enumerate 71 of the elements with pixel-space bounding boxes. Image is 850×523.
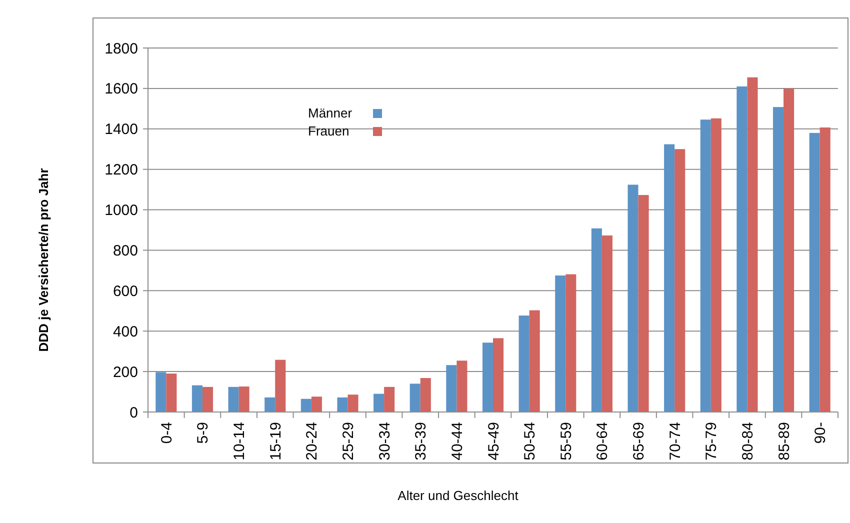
x-tick-label: 10-14: [231, 422, 248, 460]
bar: [772, 107, 784, 412]
x-tick-label: 90-: [812, 422, 830, 444]
y-tick-label: 1200: [104, 162, 138, 179]
bar: [348, 394, 358, 412]
x-tick-label: 60-64: [594, 422, 612, 460]
bar: [156, 372, 166, 412]
bar: [710, 118, 722, 412]
bar: [602, 235, 612, 412]
x-tick-label: 30-34: [376, 422, 394, 460]
y-tick-label: 200: [112, 364, 138, 381]
bar: [736, 86, 748, 412]
bar: [410, 384, 420, 412]
bar: [809, 132, 820, 412]
bar: [228, 386, 239, 412]
y-tick-label: 1000: [104, 202, 138, 220]
bar: [518, 316, 530, 412]
x-tick-label: 70-74: [666, 422, 684, 460]
bar: [384, 386, 395, 412]
bar: [555, 276, 566, 412]
legend-label: Männer: [308, 106, 353, 121]
bar: [664, 144, 675, 412]
bar: [420, 378, 431, 412]
bar: [456, 360, 468, 412]
bar: [337, 397, 348, 412]
bar: [784, 88, 794, 412]
bar: [238, 386, 250, 412]
x-tick-label: 85-89: [776, 422, 793, 460]
bar: [566, 274, 576, 412]
y-axis-title: DDD je Versicherte/n pro Jahr: [36, 168, 51, 352]
bar: [628, 184, 638, 412]
x-tick-label: 45-49: [485, 422, 502, 460]
x-tick-label: 20-24: [304, 422, 321, 460]
bar: [374, 394, 384, 412]
x-tick-label: 65-69: [630, 422, 648, 460]
x-tick-label: 50-54: [522, 422, 539, 460]
bar: [638, 195, 649, 412]
x-tick-label: 0-4: [158, 422, 176, 444]
bar: [820, 127, 830, 412]
x-tick-label: 35-39: [412, 422, 430, 460]
bar: [202, 386, 214, 412]
legend-label: Frauen: [308, 124, 350, 139]
x-axis-title: Alter und Geschlecht: [398, 488, 519, 503]
bar: [311, 396, 322, 412]
x-tick-label: 80-84: [739, 422, 756, 460]
bar: [166, 374, 177, 412]
y-tick-label: 0: [130, 404, 138, 422]
bar: [446, 365, 457, 412]
bar: [300, 398, 312, 412]
bar: [192, 385, 202, 412]
x-tick-label: 55-59: [558, 422, 575, 460]
bar: [674, 149, 686, 412]
bar: [493, 338, 504, 412]
y-tick-label: 1800: [104, 40, 138, 58]
bar: [529, 310, 540, 412]
x-tick-label: 75-79: [703, 422, 720, 460]
bar: [591, 228, 602, 412]
y-tick-label: 1600: [104, 80, 138, 98]
y-tick-label: 800: [112, 242, 138, 260]
y-tick-label: 400: [112, 323, 138, 340]
x-tick-label: 5-9: [194, 422, 212, 444]
x-tick-label: 40-44: [448, 422, 466, 460]
bar: [482, 342, 493, 412]
x-tick-label: 25-29: [340, 422, 357, 460]
bar: [275, 360, 286, 412]
bar: [700, 120, 711, 412]
bar: [264, 397, 276, 412]
y-tick-label: 600: [112, 282, 138, 300]
bar: [747, 77, 758, 412]
y-tick-label: 1400: [104, 121, 138, 138]
x-tick-label: 15-19: [267, 422, 284, 460]
